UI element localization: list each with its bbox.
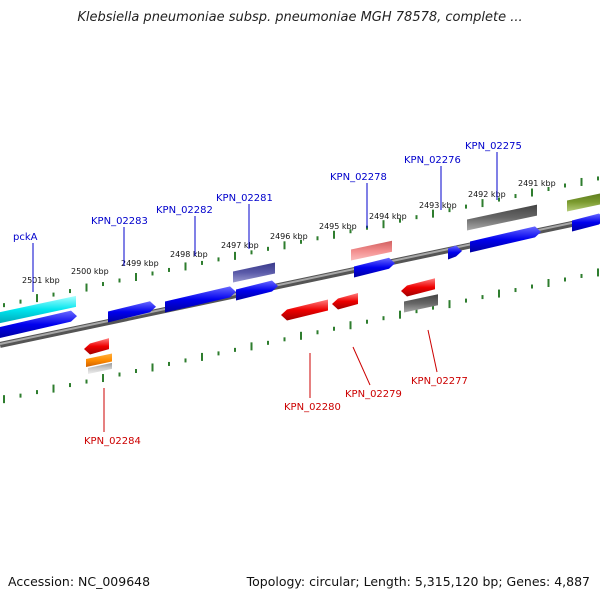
- forward-gene-label: KPN_02275: [465, 141, 522, 152]
- reverse-gene-bar: [404, 294, 438, 313]
- scale-tick-label: 2499 kbp: [121, 259, 159, 268]
- forward-gene-arrow: [165, 286, 236, 313]
- reverse-scale-ticks: [3, 268, 599, 404]
- scale-tick-label: 2494 kbp: [369, 212, 407, 221]
- forward-gene-label: KPN_02278: [330, 172, 387, 183]
- forward-gene-bar: [567, 193, 600, 212]
- forward-gene-label: KPN_02282: [156, 205, 213, 216]
- gene-label-leader: [352, 346, 371, 386]
- accession-text: Accession: NC_009648: [8, 574, 151, 589]
- map-title: Klebsiella pneumoniae subsp. pneumoniae …: [77, 10, 523, 25]
- scale-tick-label: 2495 kbp: [319, 222, 357, 231]
- forward-gene-label: KPN_02281: [216, 193, 273, 204]
- forward-gene-arrow: [108, 301, 156, 323]
- forward-gene-label: pckA: [13, 232, 38, 243]
- scale-tick-label: 2498 kbp: [170, 250, 208, 259]
- scale-tick-label: 2493 kbp: [419, 201, 457, 210]
- reverse-gene-label: KPN_02279: [345, 389, 402, 400]
- forward-scale-ticks: [3, 176, 599, 308]
- reverse-gene-arrow: [84, 338, 109, 355]
- forward-gene-bar: [233, 262, 275, 283]
- forward-gene-arrow: [236, 280, 278, 301]
- reverse-gene-arrow: [281, 299, 328, 321]
- scale-tick-label: 2492 kbp: [468, 190, 506, 199]
- gene-features: [0, 193, 600, 374]
- reverse-gene-label: KPN_02280: [284, 402, 341, 413]
- gene-label-leader: [427, 329, 438, 373]
- forward-gene-bar: [0, 295, 76, 324]
- reverse-gene-label: KPN_02277: [411, 376, 468, 387]
- forward-gene-arrow: [572, 213, 600, 232]
- scale-tick-labels: 2501 kbp 2500 kbp 2499 kbp 2498 kbp 2497 kbp…: [22, 179, 556, 285]
- reverse-gene-arrow: [401, 278, 435, 297]
- scale-tick-label: 2496 kbp: [270, 232, 308, 241]
- forward-gene-label: KPN_02283: [91, 216, 148, 227]
- forward-gene-arrow: [448, 245, 462, 260]
- reverse-gene-bar: [86, 353, 112, 367]
- forward-gene-arrow: [354, 257, 395, 278]
- scale-tick-label: 2501 kbp: [22, 276, 60, 285]
- scale-tick-label: 2497 kbp: [221, 241, 259, 250]
- scale-tick-label: 2491 kbp: [518, 179, 556, 188]
- reverse-gene-arrow: [332, 292, 358, 310]
- forward-gene-arrow: [0, 310, 77, 339]
- scale-tick-label: 2500 kbp: [71, 267, 109, 276]
- forward-gene-label: KPN_02276: [404, 155, 461, 166]
- forward-gene-bar: [351, 240, 392, 261]
- forward-gene-arrow: [470, 226, 541, 253]
- topology-summary: Topology: circular; Length: 5,315,120 bp…: [246, 574, 590, 589]
- forward-gene-bar: [467, 204, 537, 231]
- reverse-gene-bar: [88, 362, 112, 374]
- reverse-gene-label: KPN_02284: [84, 436, 141, 447]
